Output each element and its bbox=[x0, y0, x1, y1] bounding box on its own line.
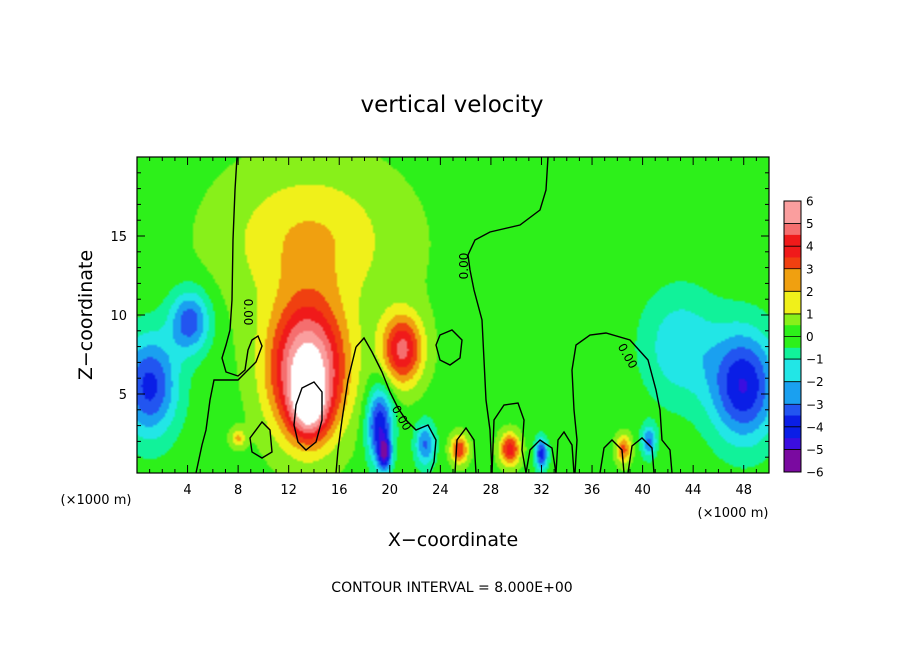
colorbar-swatch bbox=[784, 415, 801, 428]
colorbar-swatch bbox=[784, 438, 801, 450]
heatmap-field bbox=[137, 157, 769, 473]
colorbar-tick-label: −2 bbox=[806, 375, 824, 389]
contour-line bbox=[249, 420, 273, 459]
colorbar-swatch bbox=[784, 302, 801, 315]
x-tick-label: 44 bbox=[685, 483, 702, 498]
y-axis-ticks: 5 10 15 bbox=[110, 172, 769, 458]
plot-area: 0.00 0.00 0.00 0.00 bbox=[137, 157, 769, 473]
colorbar-swatch bbox=[784, 426, 801, 439]
colorbar-swatch bbox=[784, 268, 801, 281]
contour-line bbox=[467, 157, 549, 473]
colorbar-tick-label: −3 bbox=[806, 398, 824, 412]
y-tick-label: 10 bbox=[110, 309, 127, 324]
contour-line bbox=[571, 332, 673, 473]
colorbar-swatch bbox=[784, 201, 801, 213]
colorbar-swatch bbox=[784, 212, 801, 225]
x-tick-label: 28 bbox=[483, 483, 500, 498]
colorbar-swatch bbox=[784, 449, 801, 462]
contour-line bbox=[599, 439, 625, 473]
contour-label: 0.00 bbox=[241, 299, 255, 326]
colorbar-tick-label: 0 bbox=[806, 330, 814, 344]
contour-line bbox=[293, 381, 323, 451]
colorbar-tick-label: 1 bbox=[806, 307, 814, 321]
colorbar-swatch bbox=[784, 392, 801, 405]
colorbar-swatch bbox=[784, 347, 801, 360]
x-tick-label: 36 bbox=[584, 483, 601, 498]
colorbar-swatch bbox=[784, 234, 801, 247]
contour-line bbox=[454, 426, 477, 473]
colorbar-tick-label: 3 bbox=[806, 262, 814, 276]
contour-line bbox=[355, 336, 437, 473]
colorbar-tick-label: −6 bbox=[806, 466, 824, 480]
y-tick-label: 15 bbox=[110, 230, 127, 245]
colorbar-swatch bbox=[784, 336, 801, 349]
x-axis-title: X−coordinate bbox=[388, 529, 518, 551]
x-tick-label: 24 bbox=[432, 483, 449, 498]
x-tick-label: 4 bbox=[183, 483, 191, 498]
contour-line bbox=[491, 402, 527, 473]
colorbar-swatch bbox=[784, 291, 801, 304]
contour-interval-note: CONTOUR INTERVAL = 8.000E+00 bbox=[331, 580, 572, 596]
x-tick-label: 12 bbox=[280, 483, 297, 498]
colorbar-swatch bbox=[784, 223, 801, 236]
colorbar-swatch bbox=[784, 460, 801, 473]
colorbar-tick-label: 4 bbox=[806, 240, 814, 254]
colorbar-tick-label: −5 bbox=[806, 443, 824, 457]
x-tick-label: 16 bbox=[331, 483, 348, 498]
contour-line bbox=[555, 430, 575, 473]
x-axis-ticks: 4 8 12 16 20 24 28 32 36 40 44 48 bbox=[149, 157, 757, 498]
x-unit-label-left: (×1000 m) bbox=[61, 493, 132, 508]
colorbar: 6 5 4 3 2 1 0 −1 −2 −3 −4 −5 −6 bbox=[783, 195, 824, 480]
x-unit-label-right: (×1000 m) bbox=[698, 506, 769, 521]
colorbar-tick-label: 6 bbox=[806, 195, 814, 209]
colorbar-swatch bbox=[784, 381, 801, 394]
colorbar-swatch bbox=[784, 280, 801, 292]
contour-line bbox=[195, 157, 263, 473]
y-tick-label: 5 bbox=[119, 388, 127, 403]
colorbar-tick-label: −4 bbox=[806, 420, 824, 434]
y-axis-title: Z−coordinate bbox=[75, 250, 97, 380]
colorbar-swatch bbox=[784, 257, 801, 270]
colorbar-swatch bbox=[784, 370, 801, 383]
colorbar-swatch bbox=[784, 404, 801, 417]
colorbar-tick-label: −1 bbox=[806, 353, 824, 367]
x-tick-label: 32 bbox=[533, 483, 550, 498]
contour-label: 0.00 bbox=[457, 253, 471, 280]
contour-line bbox=[435, 329, 463, 366]
x-tick-label: 8 bbox=[234, 483, 242, 498]
colorbar-swatch bbox=[784, 359, 801, 371]
contour-line bbox=[627, 437, 655, 473]
contour-line bbox=[335, 346, 357, 473]
zero-contour-lines bbox=[195, 157, 673, 473]
colorbar-swatch bbox=[784, 313, 801, 326]
colorbar-swatch bbox=[784, 325, 801, 337]
colorbar-tick-label: 2 bbox=[806, 285, 814, 299]
chart-title: vertical velocity bbox=[361, 92, 544, 118]
colorbar-tick-label: 5 bbox=[806, 217, 814, 231]
x-tick-label: 48 bbox=[735, 483, 752, 498]
x-tick-label: 20 bbox=[382, 483, 399, 498]
contour-line bbox=[525, 439, 557, 473]
x-tick-label: 40 bbox=[634, 483, 651, 498]
colorbar-swatch bbox=[784, 246, 801, 258]
